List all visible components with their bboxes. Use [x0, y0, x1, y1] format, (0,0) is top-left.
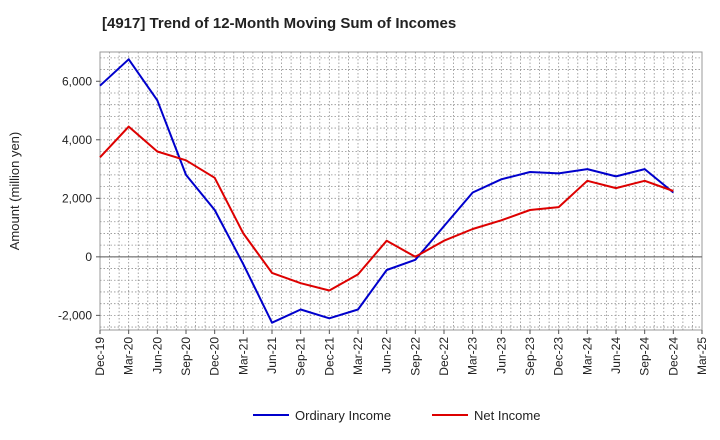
x-tick-label: Sep-22: [408, 337, 422, 376]
x-tick-label: Sep-23: [523, 337, 537, 376]
x-tick-label: Mar-20: [122, 337, 136, 375]
x-tick-label: Sep-21: [294, 337, 308, 376]
x-tick-label: Dec-19: [93, 337, 107, 376]
y-tick-label: 6,000: [62, 74, 92, 88]
x-tick-label: Jun-21: [265, 337, 279, 374]
x-tick-label: Dec-21: [322, 337, 336, 376]
y-tick-label: 4,000: [62, 133, 92, 147]
x-tick-label: Dec-24: [666, 337, 680, 376]
x-tick-label: Mar-23: [466, 337, 480, 375]
chart-title: [4917] Trend of 12-Month Moving Sum of I…: [102, 15, 457, 32]
series-layer: [99, 58, 674, 324]
legend-label: Net Income: [474, 408, 540, 423]
x-tick-label: Dec-20: [208, 337, 222, 376]
legend-label: Ordinary Income: [295, 408, 391, 423]
y-axis-label: Amount (million yen): [7, 132, 22, 251]
x-tick-label: Mar-25: [695, 337, 709, 375]
y-tick-label: 0: [85, 250, 92, 264]
series-line-ordinary-income: [99, 58, 674, 324]
plot-area: [99, 51, 703, 331]
axes: -2,000 0 2,000 4,000 6,000 Dec-19 Mar-20 Jun-20…: [7, 74, 709, 375]
x-tick-label: Dec-22: [437, 337, 451, 376]
x-tick-label: Jun-24: [609, 337, 623, 374]
x-tick-label: Mar-24: [580, 337, 594, 375]
x-tick-label: Dec-23: [552, 337, 566, 376]
x-tick-label: Sep-20: [179, 337, 193, 376]
x-tick-label: Jun-20: [150, 337, 164, 374]
y-tick-label: -2,000: [58, 308, 92, 322]
x-tick-label: Sep-24: [638, 337, 652, 376]
x-tick-label: Jun-23: [494, 337, 508, 374]
legend: Ordinary Income Net Income: [253, 408, 540, 423]
grid: [99, 51, 703, 331]
x-tick-label: Mar-22: [351, 337, 365, 375]
y-tick-label: 2,000: [62, 191, 92, 205]
x-tick-label: Jun-22: [380, 337, 394, 374]
x-tick-label: Mar-21: [236, 337, 250, 375]
series-line-net-income: [99, 125, 674, 292]
